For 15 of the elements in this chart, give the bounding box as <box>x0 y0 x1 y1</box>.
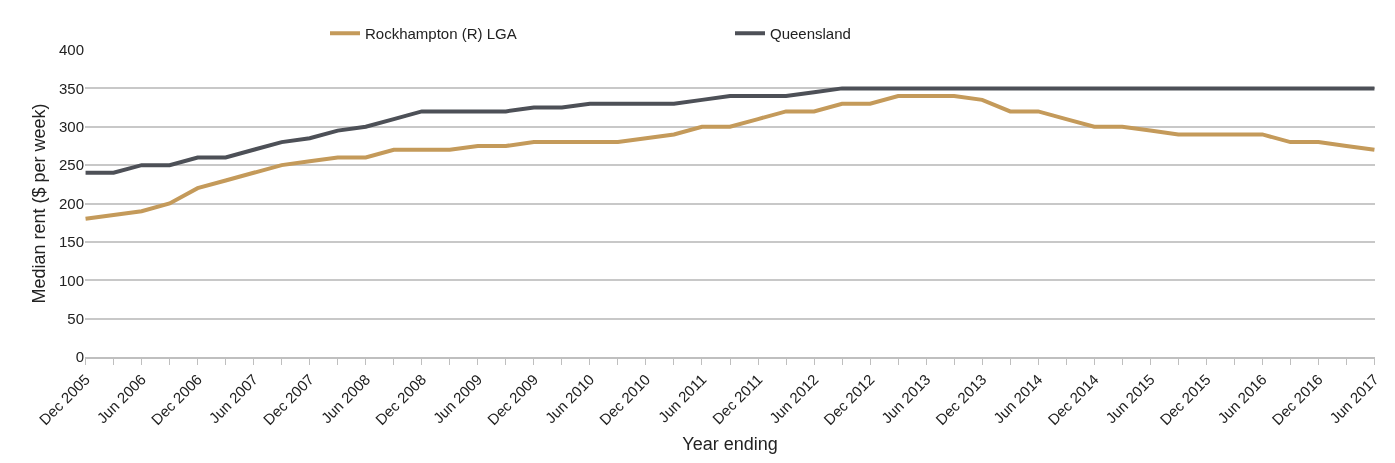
y-tick-label: 50 <box>67 309 84 327</box>
y-tick-label: 100 <box>58 271 84 289</box>
line-series <box>85 94 1375 221</box>
legend-label: Queensland <box>770 25 851 43</box>
legend-label: Rockhampton (R) LGA <box>365 25 517 43</box>
y-tick-label: 400 <box>58 41 84 59</box>
y-tick-label: 200 <box>58 194 84 212</box>
line-series <box>85 86 1375 175</box>
x-axis-title: Year ending <box>682 433 778 454</box>
y-tick-label: 250 <box>58 156 84 174</box>
y-tick-label: 300 <box>58 118 84 135</box>
y-tick-label: 350 <box>58 79 84 97</box>
y-axis-title: Median rent ($ per week) <box>29 103 50 304</box>
y-tick-label: 150 <box>58 233 84 251</box>
y-tick-label: 0 <box>75 348 84 366</box>
